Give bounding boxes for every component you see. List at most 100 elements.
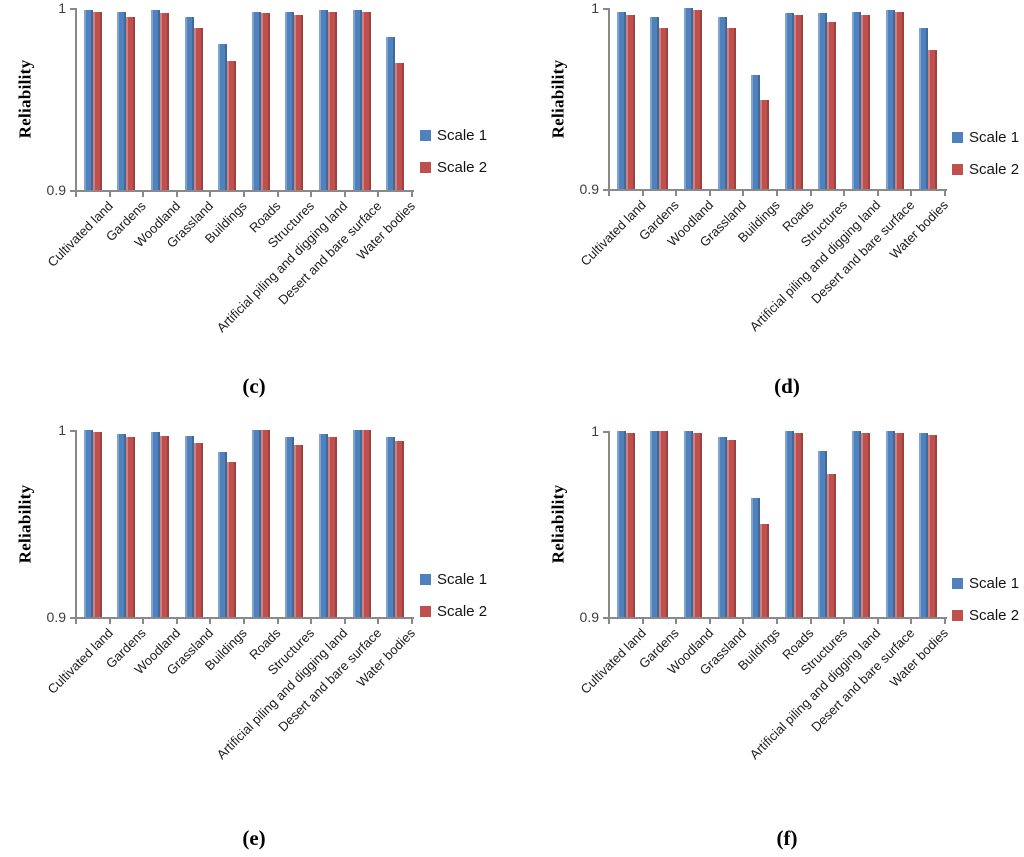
x-tick-mark <box>944 191 946 196</box>
y-axis-title: Reliability <box>15 484 35 563</box>
y-tick-label: 1 <box>591 0 599 16</box>
x-tick-mark <box>175 192 178 197</box>
x-tick-mark <box>675 191 678 196</box>
bar-scale-2-artificial-piling-and-digging-land <box>328 437 337 617</box>
bar-scale-2-woodland <box>693 433 702 617</box>
bar-scale-2-cultivated-land <box>626 433 635 617</box>
x-tick-mark <box>776 191 778 196</box>
bar-scale-2-structures <box>294 15 303 190</box>
y-axis-title-wrap: Reliability <box>12 430 38 617</box>
x-tick-mark <box>243 619 245 624</box>
bar-scale-1-cultivated-land <box>84 430 93 617</box>
legend-swatch-scale-1 <box>420 130 431 141</box>
legend-swatch-scale-2 <box>952 610 963 621</box>
legend: Scale 1 Scale 2 <box>952 129 1020 194</box>
bar-scale-2-grassland <box>194 443 203 617</box>
bar-scale-1-woodland <box>151 10 160 190</box>
bar-scale-1-gardens <box>117 434 126 617</box>
bar-scale-2-roads <box>261 430 270 617</box>
y-tick-label: 0.9 <box>579 181 599 197</box>
bar-scale-1-woodland <box>151 432 160 617</box>
bar-scale-2-gardens <box>126 437 135 617</box>
y-tick-label: 1 <box>591 423 599 439</box>
y-tick-label: 0.9 <box>46 182 66 198</box>
bar-scale-2-buildings <box>760 100 769 189</box>
bar-scale-1-buildings <box>218 44 227 190</box>
x-axis-line <box>608 189 947 191</box>
y-axis-title: Reliability <box>548 59 568 138</box>
bar-scale-1-gardens <box>117 12 126 190</box>
x-tick-mark <box>276 619 279 624</box>
y-tick-label: 1 <box>58 0 66 16</box>
panel-label: (f) <box>776 826 798 850</box>
x-tick-mark <box>876 619 879 624</box>
bar-scale-2-woodland <box>693 10 702 189</box>
bar-scale-1-structures <box>285 437 294 617</box>
bar-scale-2-roads <box>261 13 270 190</box>
y-tick-mark <box>603 431 609 433</box>
bar-scale-2-woodland <box>160 13 169 190</box>
x-tick-mark <box>910 191 913 196</box>
y-axis-line <box>608 8 610 191</box>
bar-scale-2-cultivated-land <box>93 432 102 617</box>
bar-scale-2-structures <box>294 445 303 617</box>
y-tick-mark <box>603 8 609 10</box>
legend-item-scale-2: Scale 2 <box>420 603 487 620</box>
x-tick-mark <box>411 619 413 624</box>
bar-scale-2-buildings <box>227 462 236 617</box>
bar-scale-2-water-bodies <box>928 435 937 617</box>
legend-label: Scale 1 <box>437 571 488 588</box>
panel-label: (d) <box>774 374 800 398</box>
x-tick-mark <box>608 191 610 196</box>
x-tick-mark <box>876 191 879 196</box>
legend-swatch-scale-1 <box>952 132 963 143</box>
bar-scale-1-woodland <box>684 431 693 617</box>
bar-scale-2-structures <box>827 22 836 189</box>
bar-scale-1-structures <box>818 13 827 189</box>
x-tick-mark <box>75 619 77 624</box>
x-tick-mark <box>708 191 711 196</box>
bar-scale-2-water-bodies <box>928 50 937 189</box>
bar-scale-1-water-bodies <box>386 37 395 190</box>
chart-panel-c: Reliability 1 0.9 Cultivated land Gardens Woo… <box>0 0 512 418</box>
x-axis-line <box>75 617 414 619</box>
y-tick-mark <box>70 190 76 192</box>
bar-scale-1-buildings <box>751 498 760 617</box>
y-axis-title: Reliability <box>15 59 35 139</box>
bar-scale-1-cultivated-land <box>617 12 626 189</box>
bar-scale-2-artificial-piling-and-digging-land <box>861 15 870 189</box>
x-tick-mark <box>910 619 913 624</box>
legend-swatch-scale-1 <box>420 574 431 585</box>
bar-scale-2-desert-and-bare-surface <box>895 433 904 617</box>
bar-scale-2-woodland <box>160 436 169 617</box>
bar-scale-1-structures <box>818 451 827 617</box>
bar-scale-1-grassland <box>718 17 727 189</box>
bar-scale-1-buildings <box>751 75 760 189</box>
bar-scale-2-water-bodies <box>395 441 404 617</box>
legend-label: Scale 1 <box>969 129 1020 146</box>
bar-scale-1-desert-and-bare-surface <box>353 10 362 190</box>
x-tick-mark <box>343 619 346 624</box>
legend-item-scale-1: Scale 1 <box>420 571 488 588</box>
bar-scale-2-cultivated-land <box>93 12 102 190</box>
y-tick-label: 1 <box>58 422 66 438</box>
y-tick-mark <box>70 430 76 432</box>
y-tick-label: 0.9 <box>579 609 599 625</box>
y-axis-title-wrap: Reliability <box>545 431 571 617</box>
bar-scale-2-desert-and-bare-surface <box>895 12 904 189</box>
x-tick-mark <box>675 619 678 624</box>
bar-scale-1-water-bodies <box>919 433 928 617</box>
y-axis-line <box>608 431 610 619</box>
y-tick-mark <box>603 617 609 619</box>
chart-panel-e: Reliability 1 0.9 Cultivated land Gardens Woo… <box>0 418 512 857</box>
bar-scale-1-gardens <box>650 431 659 617</box>
bar-scale-1-roads <box>785 431 794 617</box>
bar-scale-1-roads <box>252 430 261 617</box>
legend-item-scale-1: Scale 1 <box>420 127 487 144</box>
legend-item-scale-2: Scale 2 <box>420 159 487 176</box>
x-tick-mark <box>209 619 212 624</box>
y-axis-line <box>75 8 77 192</box>
bar-scale-1-structures <box>285 12 294 190</box>
bar-scale-2-grassland <box>727 28 736 189</box>
x-tick-mark <box>641 191 644 196</box>
